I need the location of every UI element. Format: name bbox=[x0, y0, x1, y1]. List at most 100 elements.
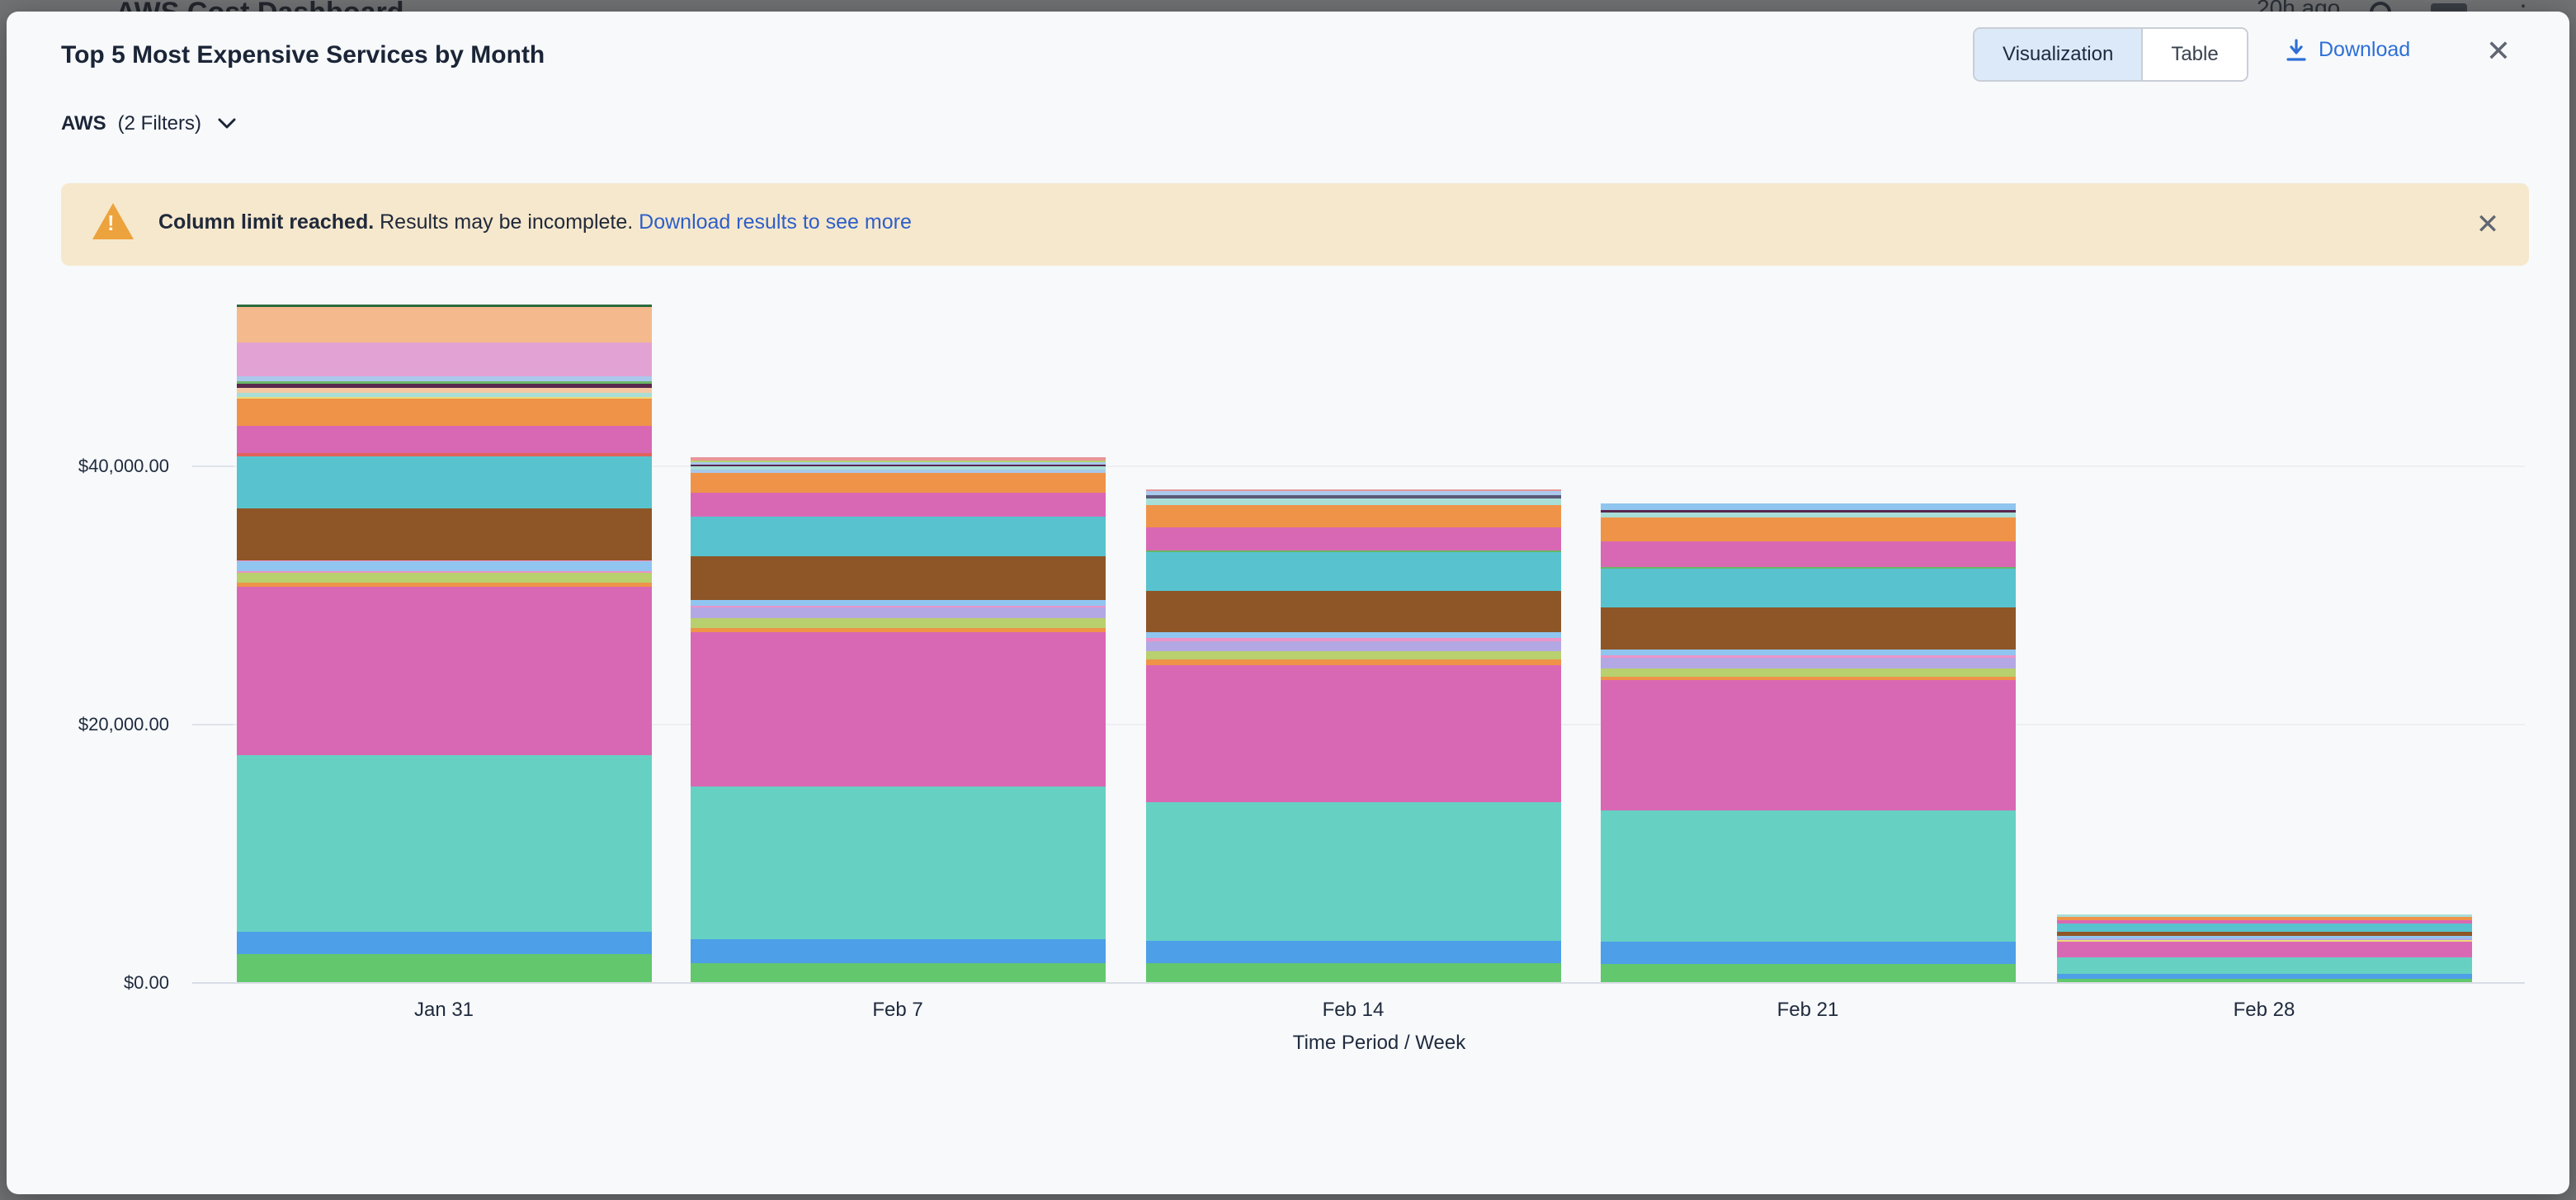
download-button[interactable]: Download bbox=[2286, 38, 2410, 62]
bar-segment[interactable] bbox=[2056, 979, 2472, 982]
bar-segment[interactable] bbox=[1600, 517, 2016, 542]
bar-segment[interactable] bbox=[690, 473, 1106, 494]
bar-segment[interactable] bbox=[1600, 541, 2016, 567]
bar-segment[interactable] bbox=[690, 618, 1106, 628]
tab-visualization[interactable]: Visualization bbox=[1974, 29, 2142, 80]
bar-segment[interactable] bbox=[1600, 677, 2016, 681]
bar-segment[interactable] bbox=[690, 470, 1106, 474]
bar-segment[interactable] bbox=[236, 381, 652, 385]
bar-segment[interactable] bbox=[2056, 939, 2472, 942]
bar-segment[interactable] bbox=[1600, 503, 2016, 511]
bar-segment[interactable] bbox=[690, 938, 1106, 963]
bar-segment[interactable] bbox=[1145, 637, 1561, 641]
bar-segment[interactable] bbox=[1145, 498, 1561, 505]
bar-segment[interactable] bbox=[1600, 680, 2016, 811]
bar-segment[interactable] bbox=[236, 393, 652, 398]
banner-close-icon[interactable]: ✕ bbox=[2475, 209, 2500, 240]
bar-segment[interactable] bbox=[236, 426, 652, 454]
bar-segment[interactable] bbox=[1145, 550, 1561, 552]
bar-segment[interactable] bbox=[1600, 512, 2016, 517]
bar-segment[interactable] bbox=[690, 787, 1106, 939]
bar-segment[interactable] bbox=[236, 932, 652, 955]
bar-segment[interactable] bbox=[1145, 664, 1561, 803]
bar-segment[interactable] bbox=[1145, 802, 1561, 942]
bar-feb-21[interactable] bbox=[1600, 503, 2016, 982]
bar-segment[interactable] bbox=[236, 397, 652, 399]
bar-feb-14[interactable] bbox=[1145, 489, 1561, 982]
bar-segment[interactable] bbox=[1145, 551, 1561, 591]
bar-segment[interactable] bbox=[690, 493, 1106, 517]
bar-segment[interactable] bbox=[1600, 607, 2016, 650]
bar-segment[interactable] bbox=[1145, 941, 1561, 963]
tab-table[interactable]: Table bbox=[2141, 29, 2247, 80]
bar-feb-28[interactable] bbox=[2056, 914, 2472, 982]
bar-segment[interactable] bbox=[236, 755, 652, 933]
bar-segment[interactable] bbox=[690, 466, 1106, 470]
bar-segment[interactable] bbox=[690, 457, 1106, 461]
bar-jan-31[interactable] bbox=[236, 305, 652, 982]
bar-segment[interactable] bbox=[2056, 938, 2472, 940]
bar-segment[interactable] bbox=[690, 632, 1106, 787]
bar-segment[interactable] bbox=[690, 464, 1106, 467]
bar-segment[interactable] bbox=[236, 571, 652, 574]
bar-segment[interactable] bbox=[236, 305, 652, 308]
bar-segment[interactable] bbox=[1145, 659, 1561, 665]
bar-segment[interactable] bbox=[690, 460, 1106, 463]
bar-segment[interactable] bbox=[1145, 495, 1561, 498]
bar-segment[interactable] bbox=[690, 556, 1106, 600]
bar-segment[interactable] bbox=[236, 508, 652, 561]
bar-segment[interactable] bbox=[236, 307, 652, 343]
bar-segment[interactable] bbox=[1600, 942, 2016, 965]
bar-segment[interactable] bbox=[236, 384, 652, 389]
bar-segment[interactable] bbox=[1600, 650, 2016, 656]
bar-segment[interactable] bbox=[2056, 935, 2472, 938]
bar-segment[interactable] bbox=[236, 388, 652, 394]
bar-segment[interactable] bbox=[236, 376, 652, 382]
bar-segment[interactable] bbox=[1145, 650, 1561, 659]
bar-segment[interactable] bbox=[2056, 916, 2472, 920]
bar-segment[interactable] bbox=[2056, 941, 2472, 957]
bar-segment[interactable] bbox=[1145, 527, 1561, 550]
bar-segment[interactable] bbox=[1145, 504, 1561, 527]
bar-segment[interactable] bbox=[236, 453, 652, 457]
bar-segment[interactable] bbox=[690, 628, 1106, 632]
bar-feb-7[interactable] bbox=[690, 457, 1106, 982]
bar-segment[interactable] bbox=[1145, 963, 1561, 982]
bar-segment[interactable] bbox=[1600, 964, 2016, 982]
bar-segment[interactable] bbox=[236, 561, 652, 572]
filter-dropdown[interactable]: AWS (2 Filters) bbox=[61, 112, 236, 135]
bar-segment[interactable] bbox=[2056, 974, 2472, 980]
bar-segment[interactable] bbox=[690, 599, 1106, 607]
bar-segment[interactable] bbox=[1145, 631, 1561, 638]
bar-segment[interactable] bbox=[1600, 658, 2016, 669]
bar-segment[interactable] bbox=[2056, 923, 2472, 932]
bar-segment[interactable] bbox=[1600, 567, 2016, 569]
bar-segment[interactable] bbox=[236, 456, 652, 509]
bar-segment[interactable] bbox=[236, 573, 652, 583]
bar-segment[interactable] bbox=[236, 954, 652, 982]
bar-segment[interactable] bbox=[690, 517, 1106, 557]
bar-segment[interactable] bbox=[236, 587, 652, 756]
bar-segment[interactable] bbox=[236, 583, 652, 588]
bar-segment[interactable] bbox=[1145, 489, 1561, 492]
close-icon[interactable]: ✕ bbox=[2485, 34, 2512, 68]
bar-segment[interactable] bbox=[236, 560, 652, 562]
bar-segment[interactable] bbox=[1145, 640, 1561, 651]
bar-segment[interactable] bbox=[1600, 669, 2016, 678]
bar-segment[interactable] bbox=[2056, 914, 2472, 917]
bar-segment[interactable] bbox=[1600, 510, 2016, 513]
bar-segment[interactable] bbox=[1600, 810, 2016, 943]
bar-segment[interactable] bbox=[690, 462, 1106, 465]
bar-segment[interactable] bbox=[2056, 919, 2472, 924]
bar-segment[interactable] bbox=[236, 343, 652, 377]
bar-segment[interactable] bbox=[2056, 957, 2472, 974]
bar-segment[interactable] bbox=[690, 607, 1106, 619]
bar-segment[interactable] bbox=[236, 399, 652, 427]
download-results-link[interactable]: Download results to see more bbox=[639, 210, 912, 234]
bar-segment[interactable] bbox=[1600, 569, 2016, 608]
bar-segment[interactable] bbox=[690, 606, 1106, 608]
bar-segment[interactable] bbox=[1600, 655, 2016, 659]
bar-segment[interactable] bbox=[1145, 491, 1561, 496]
bar-segment[interactable] bbox=[1145, 590, 1561, 632]
bar-segment[interactable] bbox=[690, 963, 1106, 982]
